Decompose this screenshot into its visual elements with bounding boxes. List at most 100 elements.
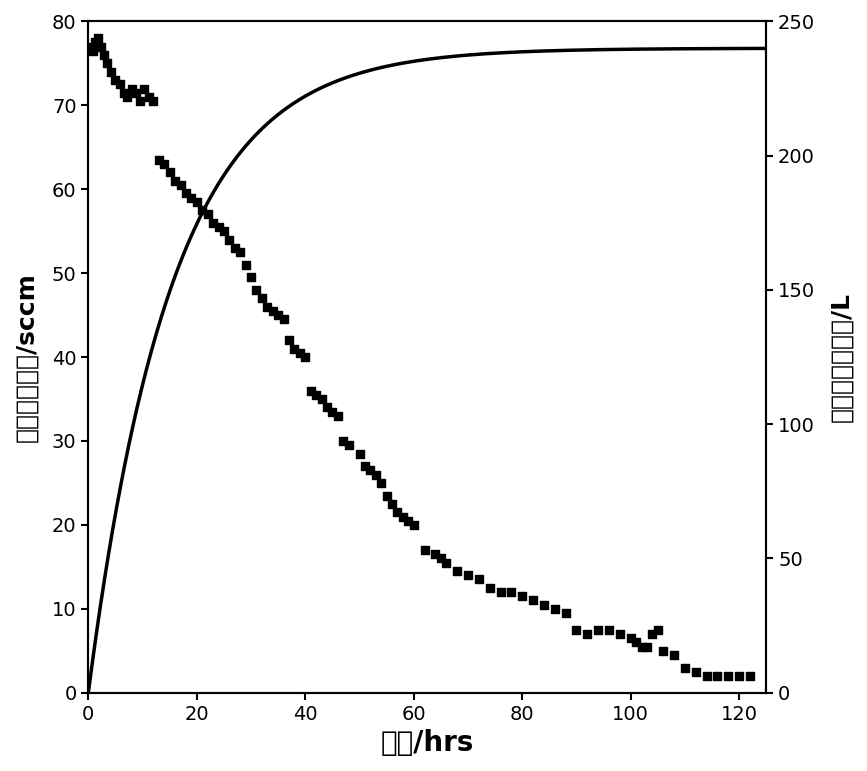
Point	[147, 95, 160, 107]
Point	[353, 447, 367, 460]
Point	[113, 78, 127, 90]
Point	[310, 389, 323, 401]
Point	[288, 342, 302, 355]
Point	[255, 292, 269, 305]
Point	[434, 552, 448, 564]
Point	[217, 225, 231, 237]
Point	[396, 510, 410, 523]
Point	[133, 95, 147, 107]
Point	[173, 179, 187, 191]
Point	[380, 490, 394, 502]
Point	[117, 86, 131, 99]
Y-axis label: 气体流动速率/sccm: 气体流动速率/sccm	[14, 272, 38, 442]
Point	[94, 40, 108, 52]
Point	[277, 313, 290, 325]
Point	[721, 670, 735, 682]
Point	[238, 258, 252, 271]
Point	[104, 66, 118, 78]
Point	[336, 435, 350, 447]
Point	[168, 175, 182, 187]
Point	[640, 641, 654, 653]
Point	[228, 242, 242, 254]
Point	[303, 385, 317, 397]
Point	[190, 196, 204, 208]
Point	[331, 409, 345, 422]
Point	[320, 401, 334, 413]
Point	[293, 347, 307, 359]
Point	[548, 603, 562, 615]
Point	[266, 305, 280, 317]
Point	[629, 636, 643, 648]
Point	[86, 45, 100, 57]
Point	[461, 569, 475, 581]
Point	[179, 187, 192, 200]
Point	[385, 498, 399, 510]
Point	[96, 49, 110, 61]
Point	[152, 153, 166, 166]
Point	[250, 284, 264, 296]
Point	[733, 670, 746, 682]
Point	[472, 574, 486, 586]
Point	[271, 309, 285, 322]
Point	[570, 624, 583, 636]
Point	[591, 624, 605, 636]
Point	[244, 271, 258, 284]
Point	[282, 334, 296, 346]
Point	[163, 167, 177, 179]
Point	[440, 557, 453, 569]
Point	[602, 624, 616, 636]
Point	[401, 514, 415, 527]
Point	[223, 234, 237, 246]
Point	[711, 670, 725, 682]
Point	[142, 91, 156, 103]
Point	[137, 82, 151, 95]
Point	[129, 86, 143, 99]
Point	[526, 594, 540, 607]
Point	[656, 645, 670, 657]
Point	[101, 57, 114, 69]
Point	[125, 82, 139, 95]
Point	[493, 586, 507, 598]
Point	[108, 74, 122, 86]
Point	[185, 191, 199, 204]
Point	[88, 36, 101, 49]
Point	[678, 662, 692, 674]
Point	[121, 91, 134, 103]
Point	[623, 632, 637, 645]
Point	[298, 351, 312, 363]
Point	[212, 221, 225, 233]
Point	[325, 406, 339, 418]
Point	[390, 506, 404, 518]
Point	[667, 649, 681, 662]
Point	[580, 628, 594, 640]
Point	[157, 158, 171, 170]
Point	[450, 565, 464, 577]
Point	[689, 665, 703, 678]
Point	[315, 393, 329, 406]
Point	[651, 624, 665, 636]
Point	[363, 464, 377, 476]
Point	[342, 439, 355, 451]
Y-axis label: 产生气体总体积/L: 产生气体总体积/L	[829, 292, 853, 422]
Point	[483, 581, 497, 594]
Point	[645, 628, 659, 640]
Point	[700, 670, 714, 682]
Point	[515, 590, 529, 602]
Point	[375, 476, 388, 489]
Point	[195, 204, 209, 217]
Point	[613, 628, 627, 640]
Point	[260, 301, 274, 313]
Point	[505, 586, 518, 598]
Point	[418, 544, 432, 556]
Point	[537, 598, 551, 611]
X-axis label: 时间/hrs: 时间/hrs	[381, 729, 474, 757]
Point	[201, 208, 215, 221]
Point	[407, 519, 420, 531]
Point	[368, 469, 382, 481]
Point	[83, 40, 97, 52]
Point	[428, 548, 442, 561]
Point	[358, 460, 372, 473]
Point	[743, 670, 757, 682]
Point	[91, 32, 105, 45]
Point	[233, 246, 247, 258]
